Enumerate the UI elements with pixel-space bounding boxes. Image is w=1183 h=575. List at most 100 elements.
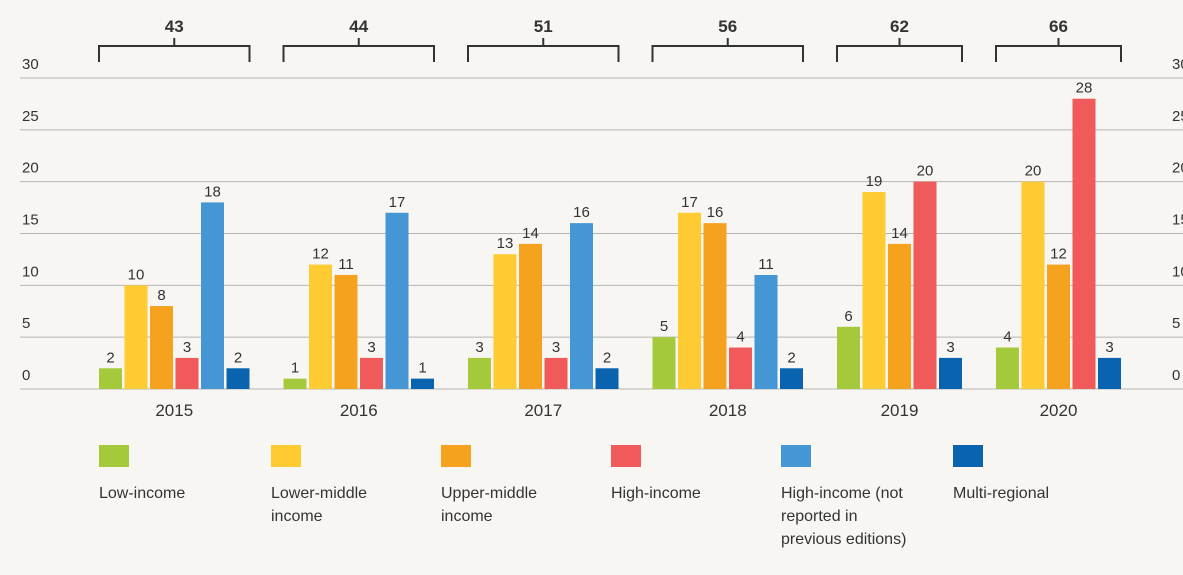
value-label: 14	[891, 225, 908, 242]
bar	[99, 368, 122, 389]
bar	[570, 223, 593, 389]
group-total: 56	[718, 17, 737, 36]
group-total: 51	[534, 17, 553, 36]
group-total: 44	[349, 17, 368, 36]
legend-label: High-income (not reported in previous ed…	[781, 485, 907, 548]
value-label: 2	[234, 349, 242, 366]
value-label: 5	[660, 318, 668, 335]
bar	[678, 212, 701, 389]
bracket	[282, 38, 435, 62]
bar	[334, 274, 358, 389]
x-tick-label: 2020	[1040, 401, 1078, 420]
value-label: 20	[1025, 163, 1042, 180]
y-tick-label: 30	[22, 56, 39, 73]
bar	[226, 368, 250, 389]
bar	[309, 264, 332, 389]
x-tick-label: 2015	[155, 401, 193, 420]
bar	[519, 243, 542, 389]
y2-tick-label: 25	[1172, 108, 1183, 125]
value-label: 3	[1105, 339, 1113, 356]
value-label: 19	[866, 173, 883, 190]
x-tick-label: 2018	[709, 401, 747, 420]
legend-label: Lower-middle income	[271, 485, 368, 525]
y2-tick-label: 0	[1172, 367, 1180, 384]
y-tick-label: 20	[22, 160, 39, 177]
value-label: 14	[522, 225, 539, 242]
x-tick-label: 2019	[881, 401, 919, 420]
bar	[468, 357, 491, 389]
value-label: 11	[758, 256, 774, 273]
bar	[780, 368, 803, 389]
bar	[175, 357, 199, 389]
bracket	[995, 38, 1122, 62]
bar	[150, 306, 173, 389]
value-label: 16	[573, 204, 590, 221]
bar	[837, 326, 860, 389]
bar	[652, 337, 676, 389]
bar	[411, 378, 434, 389]
value-label: 2	[603, 349, 611, 366]
value-label: 17	[389, 194, 406, 211]
bar	[1047, 264, 1070, 389]
bar	[1021, 181, 1045, 389]
legend-swatch	[781, 445, 811, 467]
bracket	[651, 38, 804, 62]
bracket	[467, 38, 620, 62]
value-label: 3	[367, 339, 375, 356]
y2-tick-label: 15	[1172, 212, 1183, 229]
bar	[493, 254, 517, 389]
y2-tick-label: 10	[1172, 263, 1183, 280]
value-label: 2	[787, 349, 795, 366]
value-label: 2	[106, 349, 114, 366]
y2-tick-label: 30	[1172, 56, 1183, 73]
value-label: 4	[736, 329, 744, 346]
bar	[754, 274, 778, 389]
group-total: 62	[890, 17, 909, 36]
y-tick-label: 5	[22, 315, 30, 332]
value-label: 28	[1076, 80, 1093, 97]
bar	[595, 368, 619, 389]
y2-tick-label: 5	[1172, 315, 1180, 332]
y-tick-label: 25	[22, 108, 39, 125]
bar	[996, 347, 1019, 389]
value-label: 12	[1050, 246, 1067, 263]
value-label: 16	[707, 204, 724, 221]
bar	[862, 192, 886, 389]
bracket	[836, 38, 963, 62]
value-label: 12	[312, 246, 329, 263]
y-tick-label: 15	[22, 212, 39, 229]
bar	[385, 212, 409, 389]
value-label: 20	[917, 163, 934, 180]
value-label: 13	[497, 235, 514, 252]
value-label: 3	[552, 339, 560, 356]
bar	[729, 347, 752, 389]
bar	[360, 357, 383, 389]
y-tick-label: 0	[22, 367, 30, 384]
bar	[544, 357, 568, 389]
bar	[124, 285, 148, 389]
value-label: 6	[844, 308, 852, 325]
legend-swatch	[99, 445, 129, 467]
y-tick-label: 10	[22, 263, 39, 280]
bar	[201, 202, 224, 389]
bar	[913, 181, 937, 389]
value-label: 17	[681, 194, 698, 211]
value-label: 8	[157, 287, 165, 304]
legend-swatch	[953, 445, 983, 467]
x-tick-label: 2016	[340, 401, 378, 420]
group-total: 43	[165, 17, 184, 36]
bar	[888, 243, 911, 389]
legend-swatch	[611, 445, 641, 467]
value-label: 3	[183, 339, 191, 356]
value-label: 3	[475, 339, 483, 356]
legend-label: Low-income	[99, 485, 186, 502]
value-label: 3	[946, 339, 954, 356]
legend-label: Multi-regional	[953, 485, 1050, 502]
legend-label: Upper-middle income	[441, 485, 538, 525]
bar	[939, 357, 962, 389]
value-label: 4	[1003, 329, 1011, 346]
y2-tick-label: 20	[1172, 160, 1183, 177]
bar	[1072, 98, 1096, 389]
value-label: 1	[418, 360, 426, 377]
